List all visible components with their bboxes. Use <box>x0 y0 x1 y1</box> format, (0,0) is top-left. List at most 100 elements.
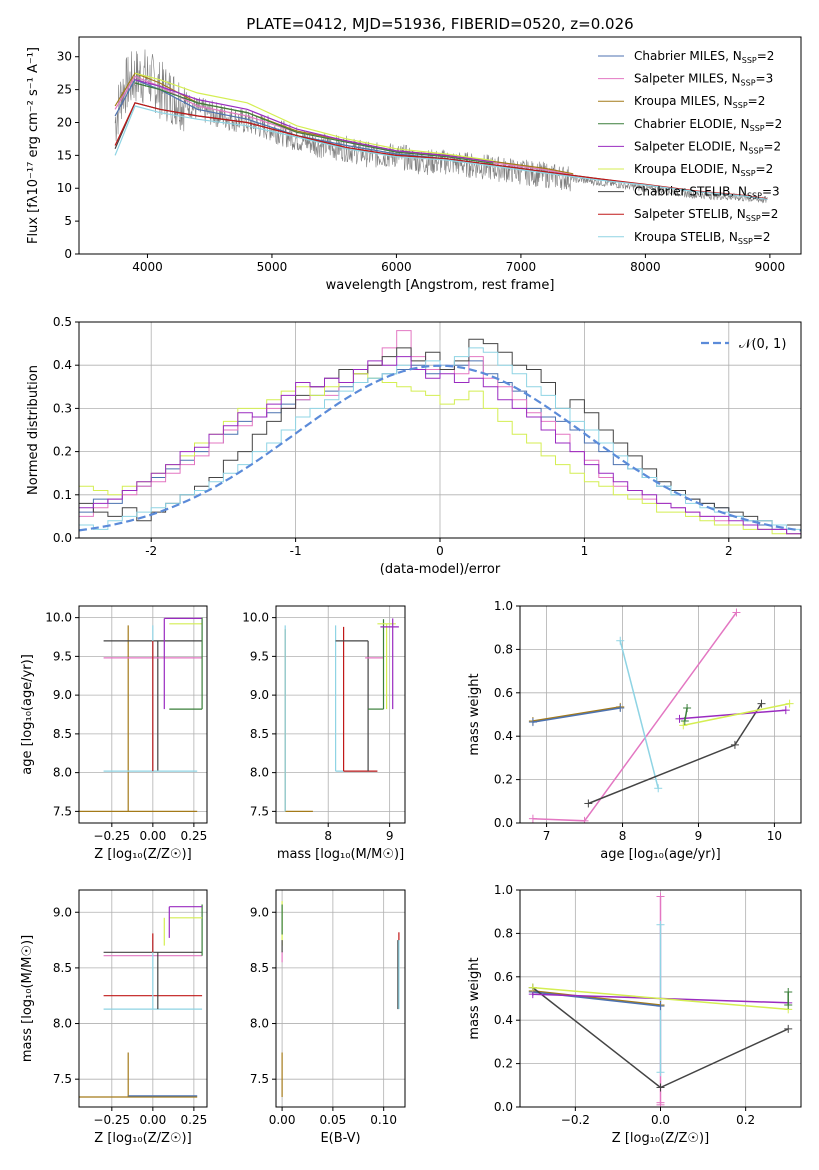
x-tick-label: 1 <box>581 544 589 558</box>
y-tick-label: 0.2 <box>53 445 72 459</box>
plot-area-age_vs_Z <box>79 617 203 813</box>
y-tick-label: 30 <box>57 50 72 64</box>
legend-label: Kroupa ELODIE, NSSP=2 <box>634 162 773 178</box>
y-tick-label: 7.5 <box>53 804 72 818</box>
weight-line <box>679 709 786 720</box>
panel-mass_vs_EBV: 0.00 0.05 0.10 7.5 8.0 8.5 9.0 E(B-V) <box>250 889 406 1146</box>
y-tick-label: 0.0 <box>494 816 513 830</box>
y-tick-label: 10.0 <box>45 611 72 625</box>
x-axis-label: (data-model)/error <box>380 562 501 577</box>
y-tick-label: 0.4 <box>53 358 72 372</box>
y-tick-label: 25 <box>57 83 72 97</box>
x-tick-label: 2 <box>725 544 733 558</box>
y-tick-label: 0.2 <box>494 773 513 787</box>
y-tick-label: 9.0 <box>250 688 269 702</box>
x-tick-label: 10 <box>767 829 782 843</box>
axes-frame <box>275 889 406 1108</box>
y-tick-label: 20 <box>57 115 72 129</box>
weight-line <box>532 706 621 722</box>
y-axis-label: mass [log₁₀(M/M☉)] <box>20 935 35 1062</box>
residuals-legend: 𝒩(0, 1) <box>701 337 786 352</box>
y-tick-label: 8.5 <box>250 961 269 975</box>
panel-age_vs_mass: 8 9 7.5 8.0 8.5 9.0 9.5 10.0 mass [log₁₀(M/M☉)] <box>242 605 406 862</box>
model-spectrum-line <box>134 79 494 163</box>
plot-area-mass_vs_Z <box>79 904 203 1098</box>
x-tick-label: 8 <box>619 829 627 843</box>
weight-line <box>683 702 790 727</box>
x-tick-label: 0.00 <box>269 1113 296 1127</box>
x-tick-label: 7000 <box>506 260 537 274</box>
weight-line <box>532 707 621 723</box>
y-tick-label: 0.0 <box>494 1100 513 1114</box>
y-tick-label: 15 <box>57 148 72 162</box>
y-tick-label: 0.8 <box>494 642 513 656</box>
y-axis-label: mass weight <box>467 673 482 755</box>
axes-frame <box>275 605 406 824</box>
panel-weight_vs_age: 7 8 9 10 0.0 0.2 0.4 0.6 0.8 1.0 age [log₁₀(age/yr… <box>467 599 802 862</box>
y-tick-label: 0.4 <box>494 1013 513 1027</box>
y-tick-label: 0.0 <box>53 531 72 545</box>
histogram-step-line <box>79 373 801 538</box>
plot-area-spectrum <box>114 49 768 204</box>
weight-line <box>532 986 789 1011</box>
x-tick-label: 9 <box>695 829 703 843</box>
x-tick-label: 0.00 <box>139 1113 166 1127</box>
model-spectrum-line <box>114 102 768 200</box>
x-tick-label: 0.25 <box>181 1113 208 1127</box>
y-tick-label: 7.5 <box>53 1072 72 1086</box>
legend-label: Salpeter STELIB, NSSP=2 <box>634 207 778 223</box>
plot-area-weight_vs_age <box>528 608 794 823</box>
gaussian-reference-curve <box>79 364 801 532</box>
y-tick-label: 8.5 <box>53 961 72 975</box>
panel-residuals: -2 -1 0 1 2 0.0 0.1 0.2 0.3 0.4 0.5 (data-model)/er… <box>26 315 802 577</box>
y-tick-label: 10.0 <box>242 611 269 625</box>
legend-label-gaussian: 𝒩(0, 1) <box>739 337 786 352</box>
y-tick-label: 8.5 <box>53 727 72 741</box>
legend-label: Chabrier MILES, NSSP=2 <box>634 49 774 65</box>
x-tick-label: 0 <box>436 544 444 558</box>
y-tick-label: 0.2 <box>494 1057 513 1071</box>
x-axis-label: wavelength [Angstrom, rest frame] <box>326 278 555 293</box>
x-tick-label: -2 <box>145 544 157 558</box>
x-tick-label: 0.00 <box>139 829 166 843</box>
axes-frame <box>78 36 802 255</box>
y-tick-label: 9.0 <box>53 905 72 919</box>
x-tick-label: 4000 <box>132 260 163 274</box>
weight-line <box>532 990 661 1006</box>
x-tick-label: 7 <box>543 829 551 843</box>
x-tick-label: −0.25 <box>93 829 130 843</box>
x-tick-label: 6000 <box>381 260 412 274</box>
plot-area-weight_vs_Z <box>528 892 793 1107</box>
y-tick-label: 1.0 <box>494 599 513 613</box>
y-tick-label: 9.5 <box>250 649 269 663</box>
legend-label: Chabrier ELODIE, NSSP=2 <box>634 117 782 133</box>
plot-area-residuals <box>79 330 801 538</box>
y-tick-label: 7.5 <box>250 804 269 818</box>
x-tick-label: 9000 <box>755 260 786 274</box>
panel-spectrum: 4000 5000 6000 7000 8000 9000 0 5 10 15 20 25 30 wave… <box>26 36 802 293</box>
y-tick-label: 9.0 <box>53 688 72 702</box>
model-spectrum-line <box>114 72 574 175</box>
x-tick-label: 0.10 <box>370 1113 397 1127</box>
y-tick-label: 8.0 <box>250 766 269 780</box>
y-tick-label: 0.5 <box>53 315 72 329</box>
y-tick-label: 0.4 <box>494 729 513 743</box>
x-axis-label: Z [log₁₀(Z/Z☉)] <box>612 1131 709 1146</box>
histogram-step-line <box>79 347 801 538</box>
x-tick-label: -1 <box>290 544 302 558</box>
x-axis-label: E(B-V) <box>320 1131 360 1146</box>
y-tick-label: 0.6 <box>494 970 513 984</box>
x-axis-label: Z [log₁₀(Z/Z☉)] <box>94 847 191 862</box>
y-tick-label: 8.0 <box>53 1017 72 1031</box>
y-tick-label: 10 <box>57 181 72 195</box>
legend-label: Kroupa STELIB, NSSP=2 <box>634 230 771 246</box>
figure-title: PLATE=0412, MJD=51936, FIBERID=0520, z=0… <box>246 15 633 33</box>
y-tick-label: 8.5 <box>250 727 269 741</box>
legend-label: Salpeter ELODIE, NSSP=2 <box>634 139 781 155</box>
y-tick-label: 7.5 <box>250 1072 269 1086</box>
histogram-step-line <box>79 356 801 538</box>
y-tick-label: 8.0 <box>250 1017 269 1031</box>
panel-weight_vs_Z: −0.2 0.0 0.2 0.0 0.2 0.4 0.6 0.8 1.0 Z [log₁₀(Z/Z… <box>467 883 802 1146</box>
panel-age_vs_Z: −0.25 0.00 0.25 7.5 8.0 8.5 9.0 9.5 10.0 Z [log₁₀… <box>20 605 208 862</box>
